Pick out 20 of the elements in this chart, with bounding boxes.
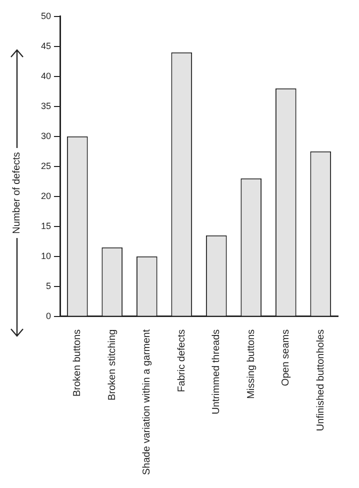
- y-tick-label: 35: [40, 100, 52, 111]
- y-axis-title: Number of defects: [12, 152, 22, 234]
- x-tick-label: Untrimmed threads: [211, 329, 222, 414]
- y-tick-label: 5: [46, 280, 52, 291]
- x-tick-label: Broken stitching: [106, 329, 118, 401]
- y-tick-label: 25: [40, 160, 52, 171]
- y-tick-label: 40: [40, 70, 52, 81]
- y-tick-label: 50: [40, 10, 52, 21]
- x-tick-label: Broken buttons: [72, 329, 84, 397]
- y-tick-label: 10: [40, 250, 52, 261]
- y-tick-label: 0: [46, 310, 52, 321]
- y-tick-label: 45: [40, 40, 52, 51]
- y-tick-label: 15: [40, 220, 52, 231]
- x-tick-label: Missing buttons: [246, 329, 257, 399]
- y-tick-label: 20: [40, 190, 52, 201]
- x-tick-label: Shade variation within a garment: [142, 329, 153, 475]
- x-tick-label: Unfinished buttonholes: [315, 329, 326, 432]
- y-tick-label: 30: [40, 130, 52, 141]
- x-tick-label: Open seams: [280, 329, 292, 386]
- x-tick-label: Fabric defects: [176, 329, 188, 392]
